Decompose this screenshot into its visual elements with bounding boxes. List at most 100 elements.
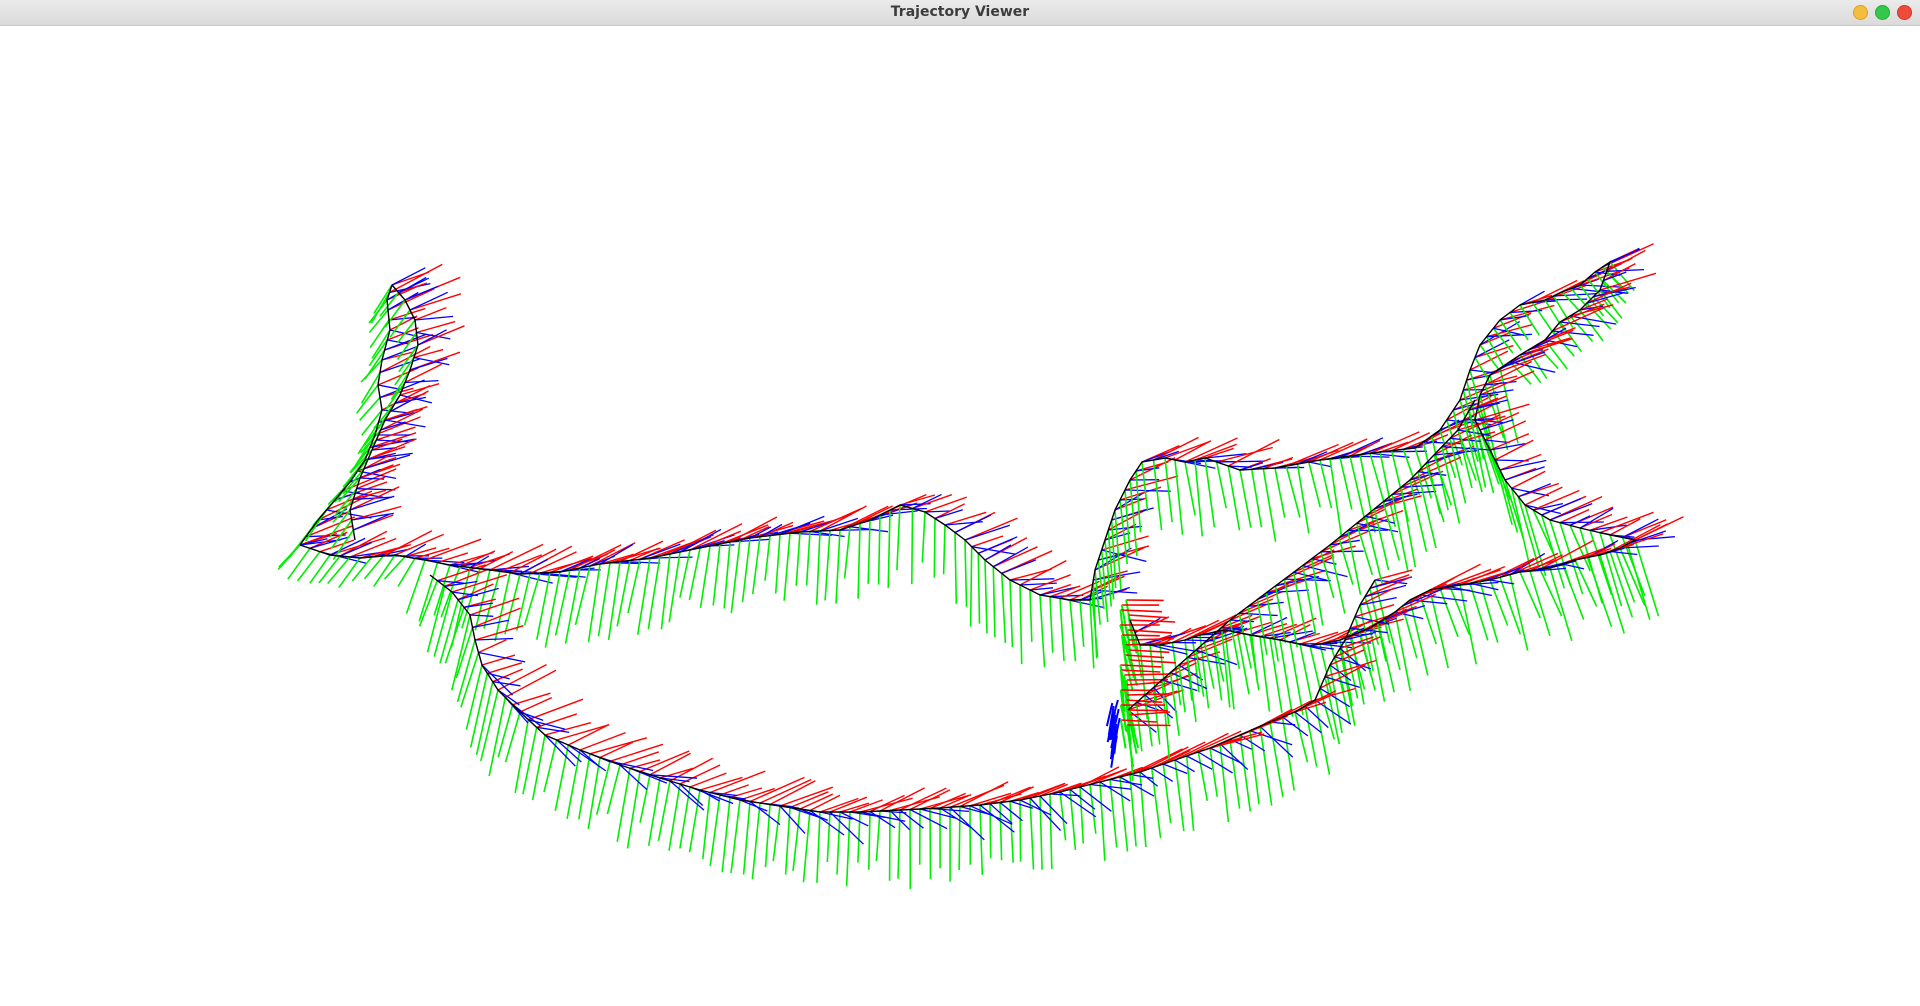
- pose-axis-z: [409, 357, 448, 371]
- pose-axis-x: [1302, 549, 1335, 567]
- pose-axis-y: [566, 749, 581, 820]
- pose-axis-x: [1439, 568, 1492, 589]
- pose-axis-z: [1029, 797, 1062, 832]
- pose-axis-y: [845, 811, 851, 887]
- pose-axis-y: [730, 539, 741, 614]
- pose-axis-x: [1263, 456, 1294, 470]
- pose-axis-x: [1609, 524, 1661, 553]
- pose-axis-x: [899, 494, 936, 506]
- pose-axis-x: [424, 538, 482, 561]
- pose-axis-x: [1511, 470, 1546, 489]
- pose-axis-x: [1417, 457, 1446, 473]
- pose-axis-x: [404, 363, 442, 384]
- pose-axis-y: [1119, 624, 1130, 651]
- pose-axis-z: [398, 277, 430, 294]
- pose-axis-x: [469, 597, 520, 616]
- pose-axis-x: [387, 327, 419, 341]
- pose-axis-y: [1059, 598, 1065, 662]
- pose-axis-z: [929, 807, 970, 813]
- pose-axis-x: [437, 564, 486, 582]
- pose-axis-x: [729, 516, 778, 543]
- pose-axis-z: [1019, 799, 1052, 816]
- pose-axis-x: [1119, 486, 1162, 501]
- pose-axis-x: [1354, 604, 1395, 618]
- pose-axis-y: [1308, 461, 1321, 508]
- pose-axis-y: [1174, 459, 1184, 535]
- pose-axis-z: [356, 488, 396, 491]
- pose-axis-y: [1394, 611, 1412, 691]
- pose-axis-x: [1221, 614, 1253, 629]
- pose-axis-x: [1129, 619, 1176, 623]
- pose-axis-x: [1494, 439, 1534, 461]
- pose-axis-z: [472, 619, 510, 629]
- pose-axis-z: [1109, 778, 1143, 786]
- pose-axis-y: [504, 573, 521, 635]
- pose-axis-z: [384, 419, 426, 428]
- pose-axis-z: [1344, 631, 1376, 641]
- pose-axis-z: [1141, 451, 1169, 463]
- pose-axis-y: [1144, 694, 1153, 747]
- pose-axis-z: [1541, 498, 1582, 516]
- pose-axis-x: [359, 463, 401, 479]
- pose-axis-z: [1354, 616, 1390, 625]
- trajectory-segment: [424, 504, 1090, 601]
- pose-axis-y: [1609, 551, 1634, 618]
- maximize-button[interactable]: [1875, 5, 1890, 20]
- pose-axis-y: [1283, 578, 1298, 648]
- trajectory-plot[interactable]: [0, 26, 1920, 1006]
- close-button[interactable]: [1897, 5, 1912, 20]
- pose-axis-y: [394, 357, 415, 386]
- pose-axis-y: [896, 504, 901, 571]
- pose-axis-y: [1449, 438, 1467, 504]
- title-bar[interactable]: Trajectory Viewer: [0, 0, 1920, 26]
- pose-axis-x: [1019, 559, 1067, 586]
- pose-axis-x: [1599, 272, 1657, 291]
- pose-axis-x: [1135, 461, 1169, 472]
- pose-axis-z: [1392, 490, 1437, 496]
- pose-axis-y: [1609, 534, 1636, 603]
- pose-axis-x: [353, 489, 387, 500]
- pose-axis-y: [657, 780, 671, 842]
- pose-axis-y: [992, 566, 996, 638]
- pose-axis-x: [1499, 304, 1555, 321]
- pose-axis-z: [1589, 524, 1627, 531]
- pose-axis-y: [451, 614, 471, 691]
- pose-axis-x: [1125, 699, 1163, 704]
- pose-axis-x: [609, 743, 664, 762]
- pose-axis-z: [739, 799, 768, 812]
- pose-axis-z: [317, 515, 343, 521]
- pose-axis-y: [1531, 302, 1555, 335]
- pose-axis-y: [1195, 649, 1205, 697]
- pose-axis-z: [984, 544, 1012, 561]
- pose-axis-z: [1282, 716, 1309, 737]
- pose-axis-y: [1150, 767, 1162, 839]
- minimize-button[interactable]: [1853, 5, 1868, 20]
- pose-axis-z: [509, 572, 553, 584]
- pose-axis-y: [954, 532, 958, 604]
- pose-axis-x: [1519, 559, 1556, 573]
- pose-axis-y: [1355, 523, 1374, 576]
- pose-axis-y: [751, 802, 761, 880]
- pose-axis-x: [414, 306, 447, 321]
- pose-axis-y: [1239, 469, 1252, 528]
- pose-axis-y: [783, 533, 791, 601]
- pose-axis-z: [1009, 578, 1055, 581]
- pose-axis-x: [1120, 719, 1157, 723]
- pose-axis-x: [1194, 443, 1237, 461]
- pose-axis-y: [564, 567, 581, 644]
- pose-axis-x: [472, 607, 521, 629]
- pose-axis-z: [799, 808, 829, 822]
- pose-axis-z: [1484, 439, 1510, 444]
- pose-axis-y: [999, 802, 1003, 861]
- pose-axis-y: [1296, 463, 1310, 534]
- trajectory-canvas[interactable]: [0, 26, 1920, 1006]
- pose-axis-x: [899, 787, 947, 811]
- pose-axis-z: [1135, 467, 1160, 472]
- pose-axis-x: [371, 544, 409, 558]
- pose-axis-y: [363, 555, 384, 580]
- pose-axis-z: [1239, 462, 1264, 471]
- pose-axis-y: [444, 607, 465, 664]
- pose-axis-z: [351, 512, 394, 521]
- pose-axis-x: [1049, 782, 1082, 795]
- pose-axis-y: [1079, 786, 1085, 844]
